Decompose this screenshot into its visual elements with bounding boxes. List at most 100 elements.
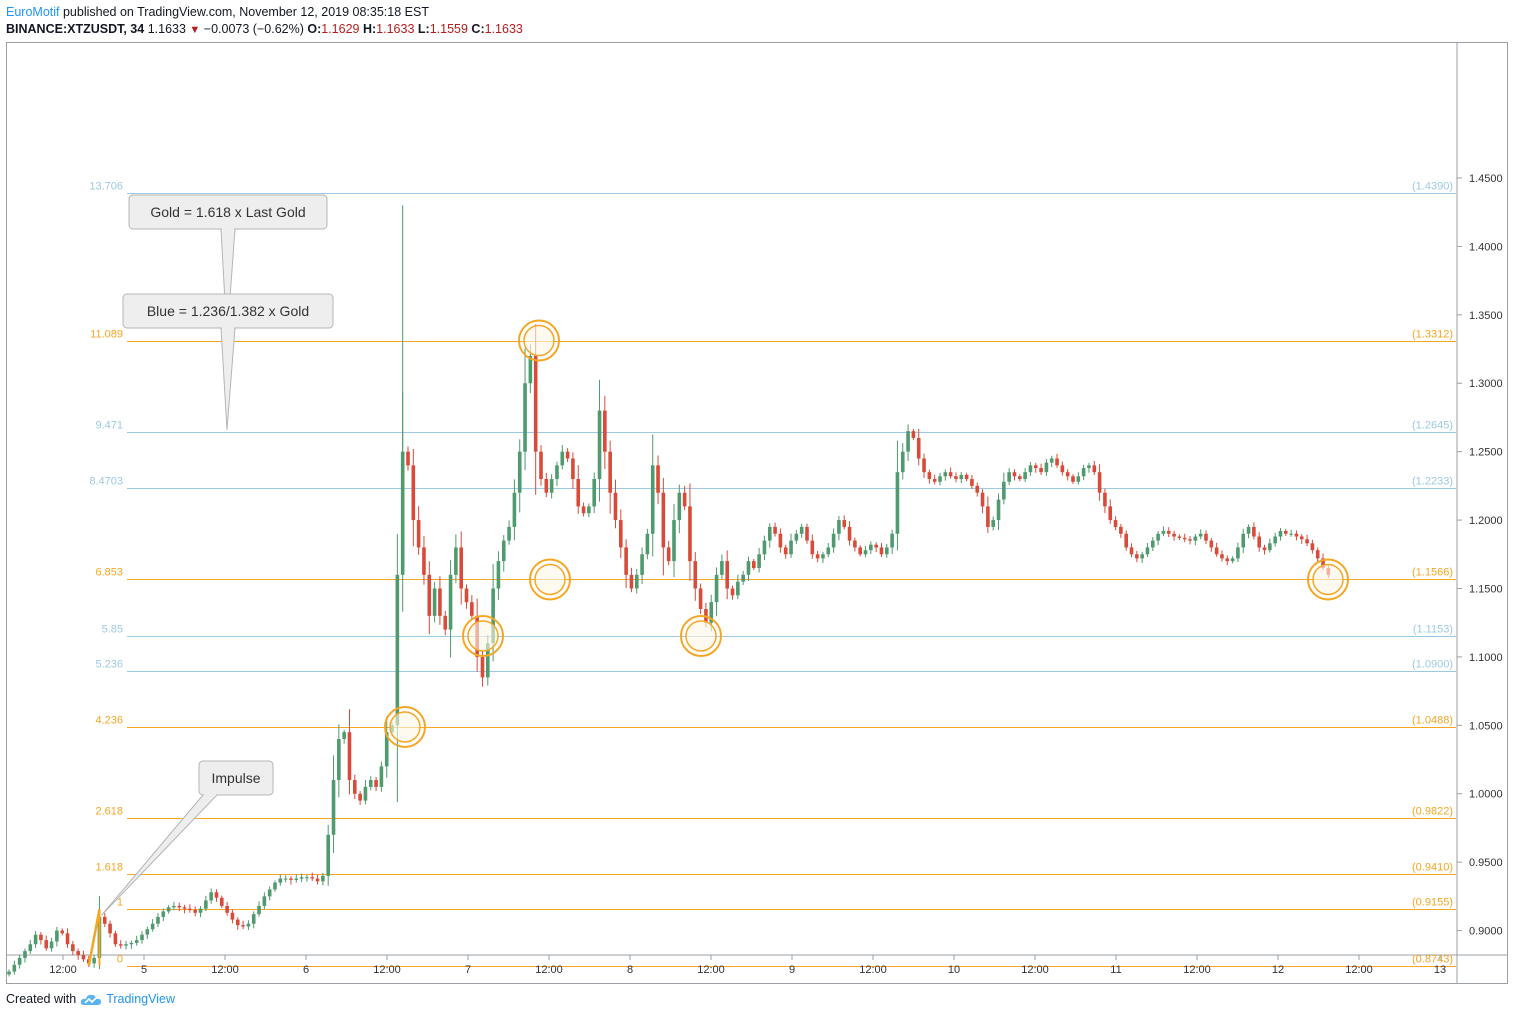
fib-ratio-label: 5.236 — [95, 659, 123, 671]
candle-body — [592, 479, 596, 507]
y-tick-label: 1.0500 — [1469, 720, 1503, 732]
candle-body — [28, 944, 33, 952]
candle-body — [666, 547, 671, 562]
candle-body — [661, 492, 666, 548]
candle-body — [368, 780, 373, 787]
fib-ratio-label: 5.85 — [102, 624, 123, 636]
fib-ratio-label: 2.618 — [95, 806, 123, 818]
candle-body — [853, 540, 857, 548]
callout-3[interactable]: Impulse — [101, 760, 274, 916]
candle-body — [1193, 536, 1198, 541]
candle-body — [964, 474, 969, 480]
fib-ratio-label: 8.4703 — [89, 476, 123, 488]
candle-body — [1209, 540, 1214, 548]
candle-body — [1188, 539, 1192, 541]
price-chart[interactable]: 13.706 (1.4390) 11.089 (1.3312) 9.471 (1.2645… — [7, 43, 1507, 1006]
candle-body — [124, 944, 128, 946]
candle-body — [172, 905, 176, 908]
candle-body — [374, 780, 378, 787]
touch-circle-outer — [1307, 558, 1349, 601]
candle-body — [1097, 472, 1102, 493]
candle-body — [315, 878, 320, 882]
candle-body — [443, 615, 448, 630]
candle-body — [470, 602, 474, 616]
candle-body — [544, 479, 549, 493]
callout-1[interactable]: Gold = 1.618 x Last Gold — [128, 194, 328, 339]
candle-body — [842, 520, 847, 527]
candle-body — [310, 877, 315, 879]
candle-body — [102, 916, 107, 924]
candle-body — [911, 431, 916, 438]
x-tick-label: 12:00 — [373, 964, 401, 976]
candle-body — [1252, 526, 1256, 537]
tradingview-brand[interactable]: TradingView — [106, 992, 175, 1006]
x-tick-label: 12:00 — [859, 964, 887, 976]
candle-body — [523, 383, 527, 452]
candle-body — [1087, 465, 1091, 469]
candle-body — [938, 476, 942, 482]
candle-body — [156, 916, 160, 924]
candle-body — [634, 574, 639, 589]
candle-body — [23, 951, 27, 958]
candle-body — [49, 941, 54, 949]
fib-price-label: (0.8743) — [1412, 954, 1453, 966]
candle-body — [198, 908, 203, 913]
candle-body — [986, 506, 990, 527]
candle-body — [858, 547, 862, 555]
candle-body — [565, 451, 570, 459]
low-label: L: — [417, 22, 430, 36]
candle-body — [262, 896, 267, 906]
candle-body — [1294, 533, 1299, 537]
candle-body — [672, 520, 676, 562]
candle-body — [406, 451, 410, 466]
x-tick-label: 9 — [789, 964, 795, 976]
touch-circle-outer — [462, 614, 504, 657]
ohlc-line: BINANCE:XTZUSDT, 34 1.1633 ▼ −0.0073 (−0… — [6, 22, 523, 36]
candle-body — [619, 520, 623, 548]
candle-body — [507, 526, 511, 541]
price-axis[interactable]: 1.4500 1.4000 1.3500 1.3000 1.2500 1.2000 1.15… — [1457, 173, 1503, 1006]
callout-2[interactable]: Blue = 1.236/1.382 x Gold — [122, 293, 334, 430]
candle-body — [741, 574, 745, 582]
candle-body — [1018, 476, 1022, 480]
candle-body — [92, 957, 96, 964]
x-tick-label: 11 — [1110, 964, 1121, 976]
touch-circle-inner — [467, 620, 499, 652]
close-value: 1.1633 — [484, 22, 523, 36]
candle-body — [81, 955, 86, 960]
candle-body — [188, 908, 192, 911]
candle-body — [900, 451, 905, 473]
candle-body — [1012, 472, 1017, 477]
candle-body — [1310, 543, 1315, 551]
candle-body — [379, 766, 384, 787]
time-axis[interactable]: 12:00 5 12:00 6 12:00 7 12:00 8 12:00 9 12:00 10 12:… — [49, 955, 1446, 976]
candle-body — [432, 588, 437, 616]
fib-ratio-label: 1.618 — [95, 862, 123, 874]
candle-body — [767, 526, 772, 541]
candle-body — [1103, 492, 1107, 507]
candle-body — [491, 588, 495, 644]
candle-body — [411, 465, 416, 521]
candle-body — [645, 533, 650, 555]
candle-body — [235, 919, 240, 926]
close-label: C: — [471, 22, 485, 36]
author-link[interactable]: EuroMotif — [6, 5, 60, 19]
fib-ratio-label: 9.471 — [95, 420, 123, 432]
candle-body — [480, 656, 485, 678]
candle-body — [1315, 550, 1320, 559]
candle-body — [980, 492, 985, 507]
x-tick-label: 12:00 — [535, 964, 563, 976]
candle-body — [539, 451, 543, 480]
touch-circle-outer — [680, 614, 722, 657]
chart-frame[interactable]: 13.706 (1.4390) 11.089 (1.3312) 9.471 (1.2645… — [6, 42, 1508, 1006]
fib-ratio-label: 11.089 — [90, 329, 123, 341]
candle-body — [161, 911, 166, 917]
candle-body — [869, 544, 873, 551]
candle-body — [118, 944, 123, 946]
candle-body — [1273, 536, 1277, 544]
candle-body — [299, 877, 304, 879]
candle-body — [1007, 472, 1011, 482]
touch-circle-inner — [534, 563, 566, 596]
candle-body — [1172, 533, 1176, 537]
fib-ratio-label: 6.853 — [95, 567, 123, 579]
